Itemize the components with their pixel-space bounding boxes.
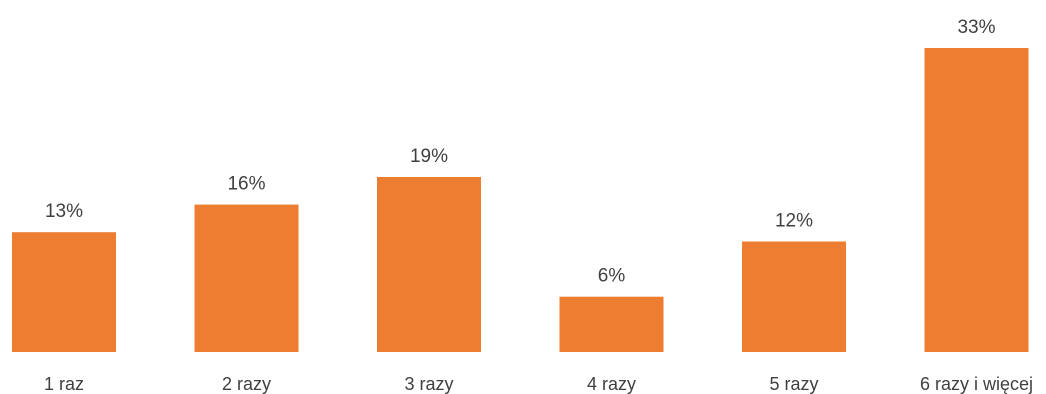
bar-4	[559, 296, 664, 352]
data-labels-group: 13% 16% 19% 6% 12% 33%	[45, 17, 996, 287]
bar-3	[377, 177, 481, 352]
bar-6	[924, 48, 1029, 352]
data-label-6: 33%	[957, 17, 995, 38]
x-tick-label-2: 2 razy	[222, 374, 271, 394]
bar-1	[12, 232, 116, 352]
data-label-2: 16%	[227, 174, 265, 195]
data-label-3: 19%	[410, 146, 448, 167]
x-tick-label-5: 5 razy	[769, 374, 818, 394]
x-tick-label-1: 1 raz	[44, 374, 84, 394]
bar-2	[194, 204, 299, 352]
x-tick-label-4: 4 razy	[587, 374, 636, 394]
data-label-4: 6%	[598, 266, 626, 287]
bars-group	[12, 48, 1029, 352]
data-label-5: 12%	[775, 211, 813, 232]
x-tick-label-3: 3 razy	[404, 374, 453, 394]
data-label-1: 13%	[45, 201, 83, 222]
x-axis-tick-labels: 1 raz 2 razy 3 razy 4 razy 5 razy 6 razy i wi…	[44, 374, 1033, 394]
x-tick-label-6: 6 razy i więcej	[920, 374, 1033, 394]
bar-5	[742, 241, 846, 352]
